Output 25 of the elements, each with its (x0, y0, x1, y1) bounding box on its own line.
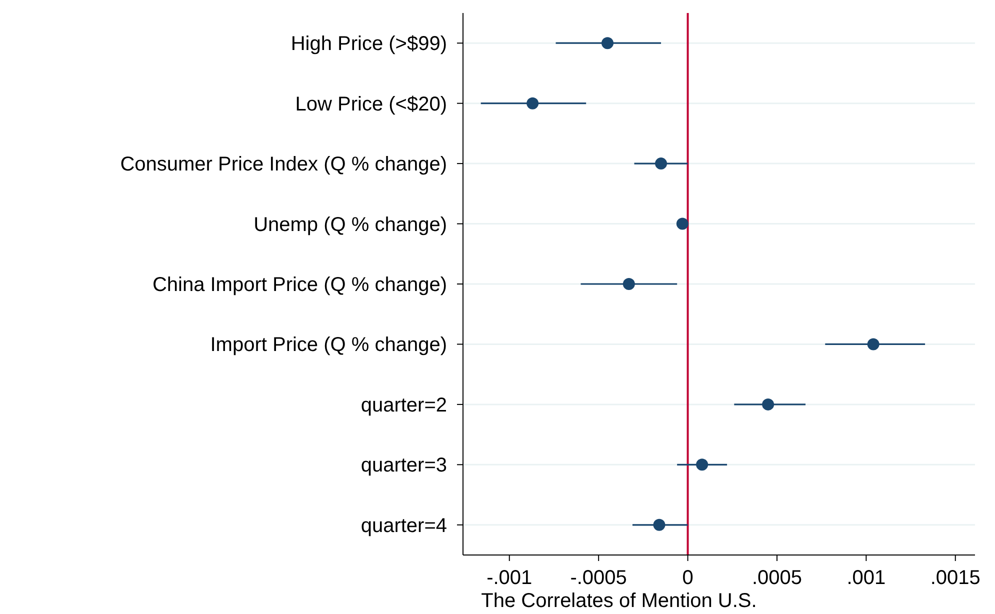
y-tick-label: quarter=4 (360, 514, 447, 537)
y-tick-label: quarter=2 (360, 394, 447, 416)
y-tick-label: Import Price (Q % change) (210, 334, 447, 356)
y-tick-label: High Price (>$99) (290, 33, 447, 56)
point (622, 278, 635, 290)
x-tick-label: -.001 (486, 567, 532, 589)
point (762, 398, 774, 410)
x-axis-title: The Correlates of Mention U.S. (481, 590, 757, 612)
y-tick-label: Low Price (<$20) (295, 93, 447, 116)
point (696, 458, 708, 471)
y-tick-label: China Import Price (Q % change) (152, 274, 447, 296)
x-tick-label: -.0005 (570, 567, 627, 589)
point (655, 158, 668, 170)
point (602, 37, 614, 50)
x-tick-label: .001 (846, 567, 886, 589)
x-tick-label: 0 (682, 567, 694, 589)
y-tick-label: Consumer Price Index (Q % change) (120, 154, 447, 176)
x-tick-label: .0015 (930, 567, 980, 589)
y-tick-label: Unemp (Q % change) (254, 214, 447, 236)
x-tick-label: .0005 (752, 567, 802, 589)
point (676, 218, 688, 230)
point (526, 97, 539, 110)
y-tick-label: quarter=3 (360, 454, 447, 477)
point (867, 338, 880, 350)
point (653, 518, 666, 531)
